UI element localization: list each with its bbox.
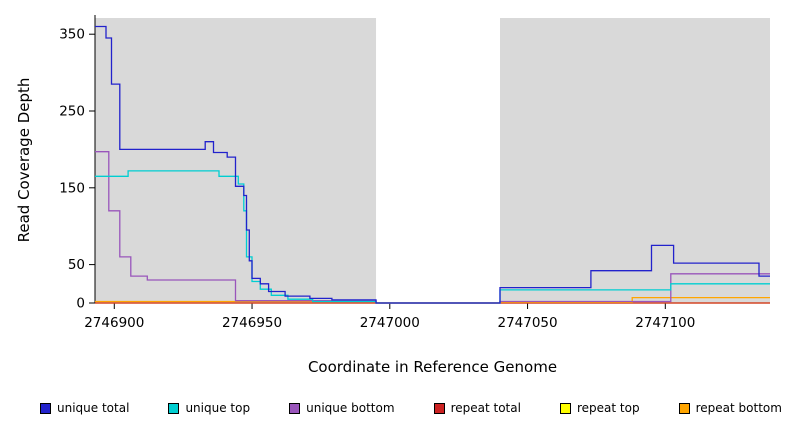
unique-top-swatch-icon [168,402,180,414]
legend-label: repeat bottom [695,401,782,415]
x-tick-label: 2747000 [360,315,420,331]
y-tick-label: 50 [68,257,85,273]
region-band [500,18,770,303]
legend-label: repeat total [450,401,521,415]
x-tick-label: 2747050 [497,315,557,331]
y-tick-label: 350 [59,27,85,43]
x-tick-label: 2746950 [222,315,282,331]
x-tick-label: 2747100 [635,315,695,331]
legend-label: unique total [57,401,130,415]
legend-item-unique-top: unique top [168,401,250,415]
y-axis-title-text: Read Coverage Depth [15,77,33,243]
legend-label: unique bottom [306,401,395,415]
unique-total-swatch-icon [40,402,51,414]
x-axis-title: Coordinate in Reference Genome [307,358,558,376]
x-tick-label: 2746900 [84,315,144,331]
plot-canvas: 2746900 2746950 2747000 2747050 2747100 0 50 15… [59,15,770,331]
legend-item-repeat-bottom: repeat bottom [678,401,782,415]
legend-item-unique-total: unique total [40,401,129,415]
repeat-top-swatch-icon [559,402,571,414]
y-tick-label: 150 [59,180,85,196]
legend-item-repeat-top: repeat top [559,401,640,415]
repeat-total-swatch-icon [433,402,445,414]
unique-bottom-swatch-icon [289,402,301,414]
y-tick-label: 0 [76,296,85,312]
legend-item-repeat-total: repeat total [433,401,521,415]
series-unique-total [95,25,770,304]
legend-label: repeat top [576,401,640,415]
y-tick-label: 250 [59,104,85,120]
legend: unique total unique top unique bottom re… [40,401,782,415]
repeat-bottom-swatch-icon [678,402,690,414]
legend-label: unique top [185,401,251,415]
series-unique-bottom [95,151,770,304]
legend-item-unique-bottom: unique bottom [289,401,395,415]
